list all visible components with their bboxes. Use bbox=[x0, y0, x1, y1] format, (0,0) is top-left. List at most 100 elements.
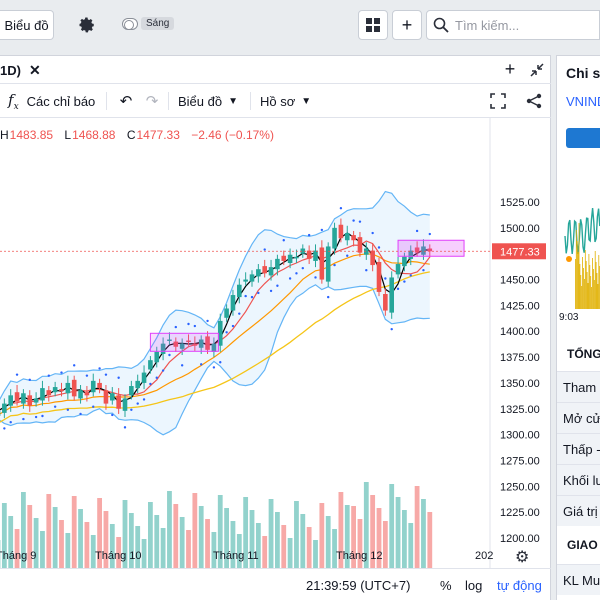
chart-tab[interactable]: 1D) ✕ bbox=[0, 56, 41, 84]
axis-settings-gear-icon[interactable]: ⚙ bbox=[515, 547, 529, 566]
psar-dot bbox=[92, 405, 95, 408]
psar-dot bbox=[409, 274, 412, 277]
summary-row: Thấp - bbox=[557, 433, 600, 464]
candle-body bbox=[395, 264, 401, 275]
psar-dot bbox=[390, 327, 393, 331]
mini-volume-bar bbox=[578, 223, 580, 309]
search-input[interactable] bbox=[455, 17, 595, 33]
ohlc-legend: H1483.85 L1468.88 C1477.33 −2.46 (−0.17%… bbox=[0, 128, 278, 142]
psar-dot bbox=[295, 272, 298, 275]
candle-body bbox=[116, 395, 121, 409]
volume-bar bbox=[332, 529, 337, 568]
volume-bar bbox=[262, 536, 268, 568]
undo-button[interactable]: ↶ bbox=[116, 84, 136, 118]
candle-body bbox=[122, 398, 128, 411]
volume-bar bbox=[78, 509, 83, 568]
search-box[interactable] bbox=[426, 10, 600, 40]
toggle-switch[interactable] bbox=[122, 17, 138, 30]
theme-toggle[interactable]: Sáng bbox=[122, 17, 175, 30]
price-chart[interactable]: 1525.001500.001475.001450.001425.001400.… bbox=[0, 118, 551, 568]
volume-bar bbox=[160, 528, 166, 568]
volume-bar bbox=[205, 519, 210, 568]
share-icon bbox=[526, 93, 542, 109]
candle-body bbox=[46, 390, 52, 396]
volume-bar bbox=[198, 506, 204, 568]
psar-dot bbox=[269, 289, 273, 293]
psar-dot bbox=[244, 294, 247, 298]
volume-bar bbox=[217, 495, 223, 568]
candle-body bbox=[211, 343, 217, 352]
percent-toggle[interactable]: % bbox=[440, 578, 452, 593]
mini-volume-bar bbox=[596, 273, 598, 309]
psar-dot bbox=[327, 295, 330, 299]
psar-dot bbox=[187, 322, 190, 326]
candle-body bbox=[262, 266, 267, 274]
log-toggle[interactable]: log bbox=[465, 578, 483, 593]
volume-bar bbox=[427, 512, 433, 568]
collapse-button[interactable] bbox=[527, 60, 547, 80]
candle-body bbox=[71, 379, 77, 397]
volume-bar bbox=[173, 504, 179, 568]
auto-scale-toggle[interactable]: tự động bbox=[497, 578, 542, 593]
share-button[interactable] bbox=[524, 84, 544, 118]
indicators-button[interactable]: fx Các chỉ báo bbox=[8, 84, 95, 118]
chart-type-label: Biểu đồ bbox=[178, 93, 223, 109]
redo-button[interactable]: ↷ bbox=[142, 84, 162, 118]
mini-volume-bar bbox=[575, 259, 576, 309]
candle-body bbox=[198, 339, 204, 348]
volume-bar bbox=[128, 513, 134, 568]
price-tick-label: 1300.00 bbox=[500, 430, 540, 442]
candle-body bbox=[78, 390, 83, 399]
volume-bar bbox=[382, 521, 388, 568]
candle-body bbox=[427, 248, 433, 252]
side-panel-symbol[interactable]: VNINDEX bbox=[566, 94, 600, 109]
volume-bar bbox=[395, 497, 401, 568]
volume-bar bbox=[103, 511, 109, 568]
psar-dot bbox=[371, 231, 374, 235]
candle-body bbox=[243, 279, 248, 282]
search-icon bbox=[433, 17, 449, 33]
settings-button[interactable] bbox=[72, 10, 102, 40]
volume-bar bbox=[325, 516, 331, 568]
fullscreen-icon bbox=[490, 93, 506, 109]
price-tick-label: 1225.00 bbox=[500, 507, 540, 519]
chart-type-dropdown[interactable]: Biểu đồ ▼ bbox=[178, 84, 238, 118]
mini-volume-bar bbox=[581, 286, 583, 309]
candle-body bbox=[294, 256, 299, 259]
volume-bar bbox=[275, 512, 280, 568]
layout-button[interactable] bbox=[358, 10, 388, 40]
chart-mode-button[interactable]: Biểu đồ bbox=[0, 10, 54, 40]
psar-dot bbox=[149, 382, 152, 386]
psar-dot bbox=[180, 364, 184, 367]
candle-body bbox=[357, 237, 363, 253]
candle-body bbox=[14, 392, 20, 402]
date-axis[interactable]: Tháng 9 Tháng 10 Tháng 11 Tháng 12 202 bbox=[0, 550, 493, 562]
candle-body bbox=[287, 254, 293, 263]
add-button[interactable]: + bbox=[392, 10, 422, 40]
side-panel-button[interactable] bbox=[566, 128, 600, 148]
price-tick-label: 1500.00 bbox=[500, 223, 540, 235]
psar-dot bbox=[333, 263, 336, 267]
price-tick-label: 1375.00 bbox=[500, 352, 540, 364]
candle-body bbox=[300, 248, 306, 254]
divider bbox=[106, 92, 107, 110]
psar-dot bbox=[365, 269, 368, 272]
trade-section-header: GIAO bbox=[557, 530, 600, 560]
mini-volume-bar bbox=[593, 269, 594, 309]
legend-high-label: H bbox=[0, 128, 9, 142]
psar-dot bbox=[136, 402, 139, 405]
psar-dot bbox=[263, 248, 266, 251]
profile-dropdown[interactable]: Hồ sơ ▼ bbox=[260, 84, 311, 118]
volume-bar bbox=[211, 532, 217, 568]
candle-body bbox=[103, 390, 109, 404]
mini-volume-bar bbox=[597, 284, 599, 309]
psar-dot bbox=[358, 220, 362, 223]
candle-body bbox=[421, 246, 426, 255]
close-icon[interactable]: ✕ bbox=[28, 61, 41, 78]
volume-bar bbox=[52, 507, 58, 568]
mini-volume-bar bbox=[584, 279, 585, 309]
psar-dot bbox=[384, 277, 387, 280]
candle-body bbox=[370, 250, 375, 266]
add-tab-button[interactable]: + bbox=[500, 59, 520, 79]
fullscreen-button[interactable] bbox=[488, 84, 508, 118]
